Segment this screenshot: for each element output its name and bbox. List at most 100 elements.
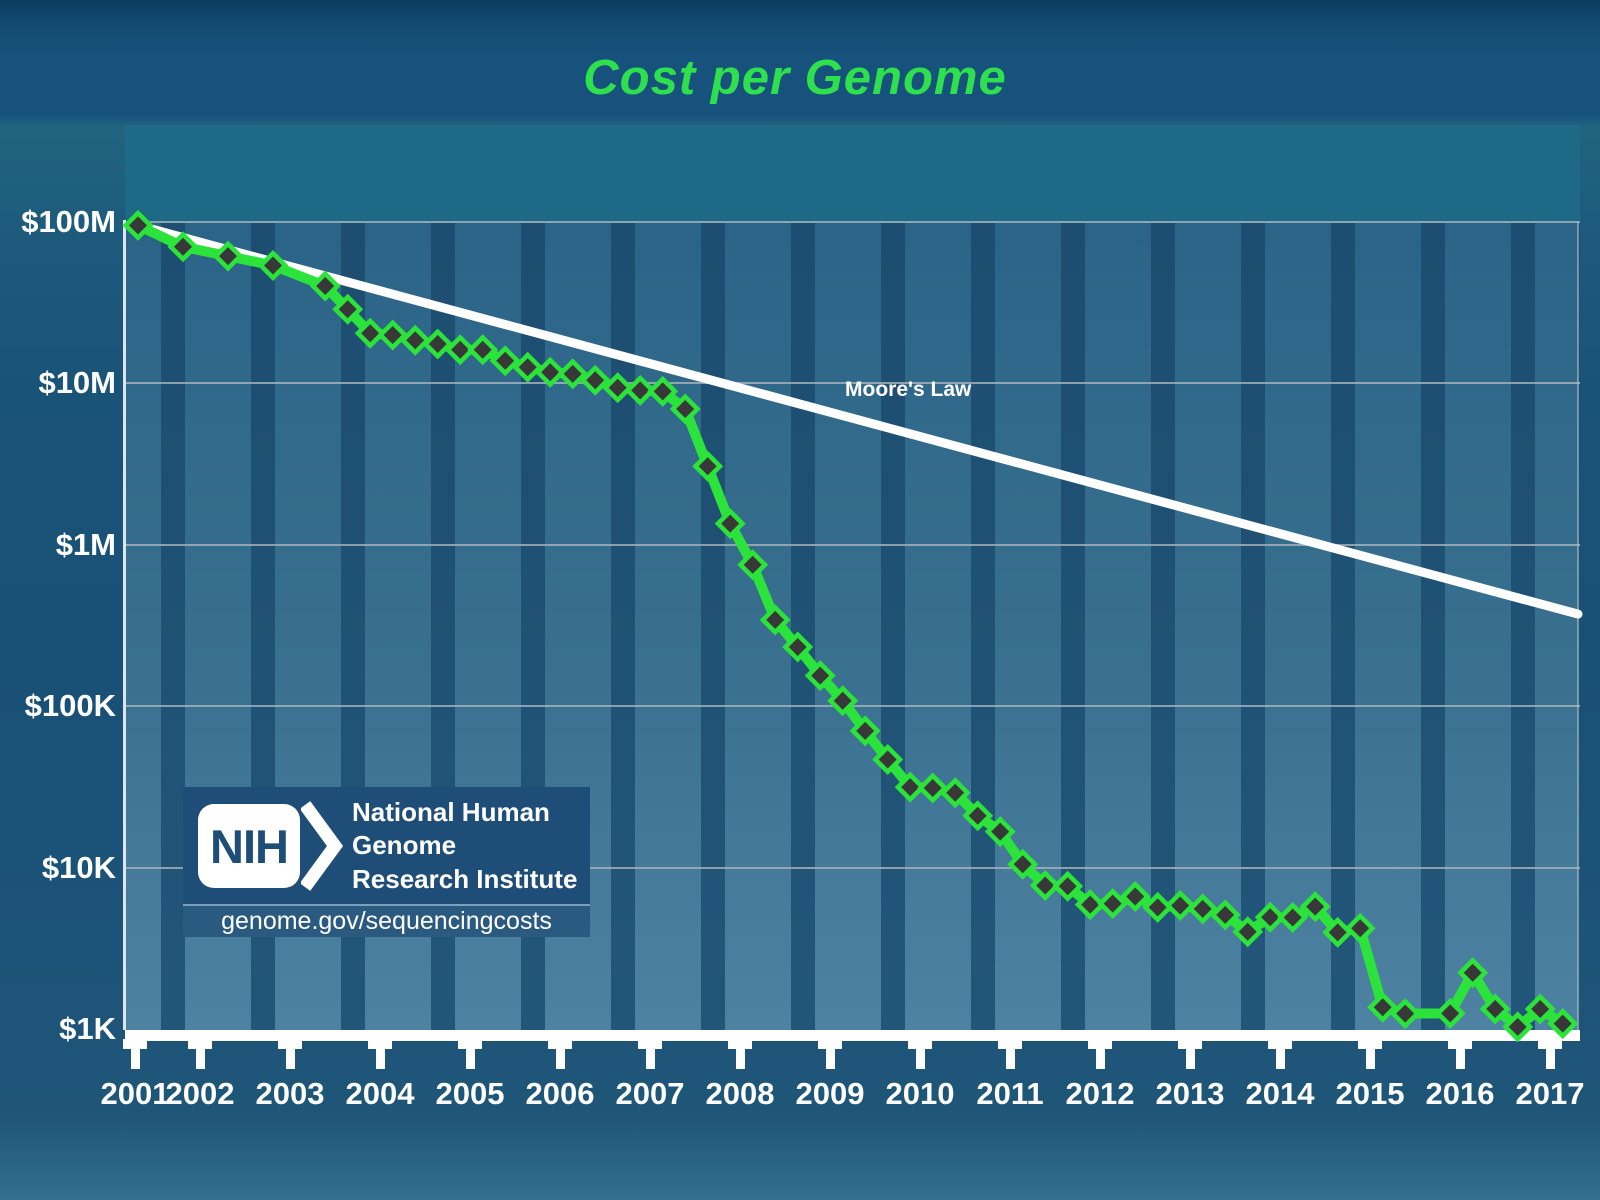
data-point-marker-center bbox=[541, 363, 560, 382]
data-point-marker-center bbox=[1193, 899, 1212, 918]
data-point-marker-center bbox=[586, 371, 605, 390]
data-point-marker-center bbox=[1171, 896, 1190, 915]
data-point-marker-center bbox=[991, 822, 1010, 841]
x-axis-label-2016: 2016 bbox=[1425, 1076, 1495, 1111]
nih-org-name: National Human Genome Research Institute bbox=[352, 796, 590, 895]
data-point-marker-center bbox=[518, 358, 537, 377]
y-axis-line bbox=[123, 220, 126, 1030]
data-point-marker-center bbox=[1103, 894, 1122, 913]
data-point-marker-center bbox=[473, 340, 492, 359]
data-point-marker-center bbox=[219, 247, 237, 266]
data-point-marker-center bbox=[451, 340, 470, 359]
x-axis-label-2011: 2011 bbox=[976, 1076, 1044, 1111]
year-band-2010 bbox=[904, 223, 971, 1030]
nih-chevron-icon bbox=[301, 801, 344, 891]
nih-abbr-text: NIH bbox=[210, 819, 289, 873]
data-point-marker-center bbox=[1013, 855, 1032, 874]
x-tick-2013 bbox=[1186, 1039, 1195, 1069]
nih-logo-box: NIH National Human Genome Research Insti… bbox=[183, 787, 590, 937]
data-point-marker-center bbox=[901, 778, 920, 797]
data-point-marker-center bbox=[1238, 922, 1257, 941]
x-tick-2007 bbox=[646, 1039, 655, 1069]
nih-divider bbox=[183, 904, 590, 906]
data-point-marker-center bbox=[1441, 1004, 1460, 1023]
x-tick-2008 bbox=[736, 1039, 745, 1069]
y-axis-label-$10M: $10M bbox=[38, 365, 116, 401]
data-point-marker-center bbox=[1261, 908, 1280, 927]
nih-logo-mark: NIH bbox=[198, 801, 348, 891]
x-axis-label-2001: 2001 bbox=[100, 1076, 170, 1111]
data-point-marker-center bbox=[129, 216, 147, 235]
year-band-2001 bbox=[125, 223, 161, 1030]
year-band-2017 bbox=[1534, 223, 1578, 1030]
data-point-marker-center bbox=[923, 779, 942, 797]
x-axis-label-2012: 2012 bbox=[1065, 1076, 1135, 1111]
data-point-marker-center bbox=[1396, 1004, 1415, 1023]
nih-logo-row: NIH National Human Genome Research Insti… bbox=[183, 787, 590, 905]
gridline-$100M bbox=[125, 221, 1580, 223]
gridline-$1M bbox=[125, 543, 1580, 546]
x-tick-2005 bbox=[466, 1039, 475, 1069]
nih-org-line1: National Human Genome bbox=[352, 797, 550, 861]
x-tick-2002 bbox=[196, 1039, 205, 1069]
data-point-marker-center bbox=[1463, 963, 1482, 982]
y-axis-label-$100K: $100K bbox=[24, 688, 116, 724]
data-point-marker-center bbox=[383, 326, 402, 344]
data-point-marker-center bbox=[698, 457, 717, 476]
data-point-marker-center bbox=[1531, 1000, 1550, 1018]
x-axis-label-2008: 2008 bbox=[705, 1076, 775, 1111]
data-point-marker-center bbox=[1126, 887, 1145, 906]
data-point-marker-center bbox=[316, 277, 335, 295]
moores-law-label: Moore's Law bbox=[845, 378, 972, 401]
year-band-2007 bbox=[634, 223, 701, 1030]
data-point-marker-center bbox=[856, 721, 875, 740]
year-band-2015 bbox=[1354, 223, 1421, 1030]
moores-law-line bbox=[133, 220, 1583, 619]
x-tick-2006 bbox=[556, 1039, 565, 1069]
data-point-marker-center bbox=[1373, 998, 1392, 1017]
data-point-marker-center bbox=[361, 324, 380, 343]
x-tick-2014 bbox=[1276, 1039, 1285, 1069]
plot-top-strip bbox=[125, 125, 1580, 223]
data-point-marker-center bbox=[264, 256, 282, 275]
x-axis-bar bbox=[125, 1030, 1580, 1041]
data-point-marker-center bbox=[766, 610, 785, 629]
data-point-marker-center bbox=[1508, 1017, 1527, 1036]
data-point-marker-center bbox=[563, 364, 582, 383]
chart-title: Cost per Genome bbox=[583, 51, 1007, 105]
data-point-marker-center bbox=[653, 382, 672, 401]
data-point-marker-center bbox=[788, 638, 807, 656]
data-point-marker-center bbox=[1328, 923, 1347, 942]
x-tick-2010 bbox=[916, 1039, 925, 1069]
x-axis-label-2017: 2017 bbox=[1515, 1076, 1585, 1111]
data-point-marker-center bbox=[174, 237, 192, 256]
x-axis-label-2005: 2005 bbox=[435, 1076, 505, 1111]
x-axis-label-2014: 2014 bbox=[1245, 1076, 1315, 1111]
x-axis-label-2009: 2009 bbox=[795, 1076, 865, 1111]
data-point-marker-center bbox=[1553, 1014, 1572, 1033]
x-axis-label-2004: 2004 bbox=[345, 1076, 415, 1111]
data-point-marker-center bbox=[676, 400, 695, 418]
data-point-marker-center bbox=[1148, 898, 1167, 917]
x-axis-label-2007: 2007 bbox=[615, 1076, 685, 1111]
data-point-marker-center bbox=[946, 783, 965, 802]
data-point-marker-center bbox=[1216, 905, 1235, 924]
y-axis-label-$100M: $100M bbox=[21, 204, 116, 239]
plot-right-border bbox=[1577, 222, 1579, 1030]
x-tick-2001 bbox=[131, 1039, 140, 1069]
gridline-$10K bbox=[125, 866, 1580, 869]
data-point-marker-center bbox=[1351, 919, 1370, 938]
x-axis-label-2003: 2003 bbox=[255, 1076, 325, 1111]
data-point-marker-center bbox=[1486, 1000, 1505, 1018]
x-tick-2009 bbox=[826, 1039, 835, 1069]
y-axis-label-$10K: $10K bbox=[41, 849, 116, 885]
x-tick-2015 bbox=[1366, 1039, 1375, 1069]
x-axis-label-2006: 2006 bbox=[525, 1076, 595, 1111]
x-tick-2017 bbox=[1546, 1039, 1555, 1069]
x-axis-label-2002: 2002 bbox=[165, 1076, 235, 1111]
nih-org-line2: Research Institute bbox=[352, 863, 578, 894]
x-tick-2012 bbox=[1096, 1039, 1105, 1069]
data-point-marker-center bbox=[811, 666, 830, 685]
